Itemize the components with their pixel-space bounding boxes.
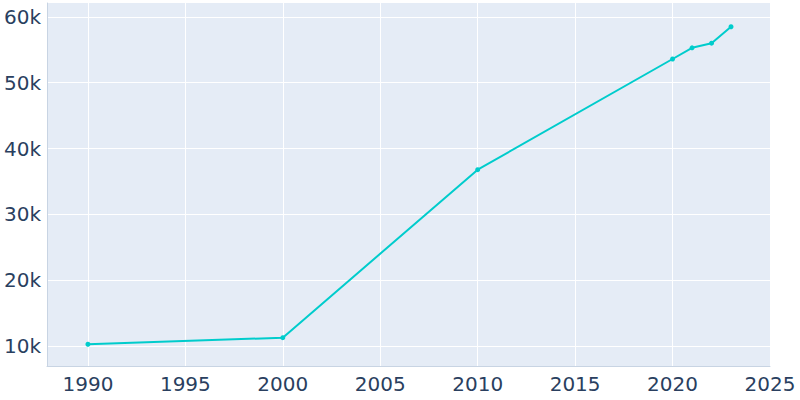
svg-text:2005: 2005 [355,372,406,396]
svg-text:2020: 2020 [647,372,698,396]
svg-text:40k: 40k [4,137,41,161]
svg-text:2025: 2025 [745,372,796,396]
svg-text:30k: 30k [4,202,41,226]
svg-text:20k: 20k [4,268,41,292]
svg-text:10k: 10k [4,334,41,358]
svg-text:1995: 1995 [160,372,211,396]
svg-text:1990: 1990 [62,372,113,396]
svg-text:60k: 60k [4,5,41,29]
svg-text:50k: 50k [4,71,41,95]
svg-text:2010: 2010 [452,372,503,396]
svg-text:2015: 2015 [550,372,601,396]
svg-text:2000: 2000 [257,372,308,396]
